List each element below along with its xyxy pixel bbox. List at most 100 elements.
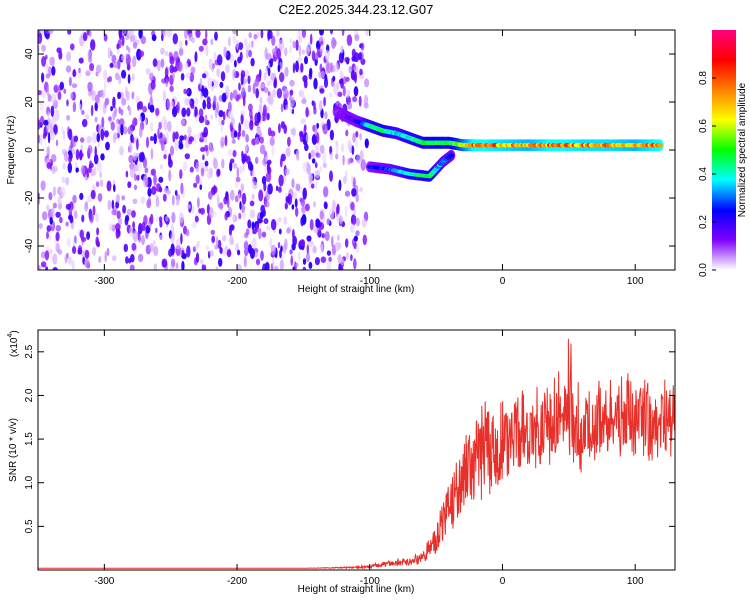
noise-blob [183,88,187,95]
noise-blob [39,115,45,126]
noise-blob [259,97,263,104]
noise-blob [178,47,184,56]
noise-blob [217,239,222,250]
noise-blob [100,89,103,96]
noise-blob [260,250,264,261]
noise-blob [304,203,310,212]
noise-blob [118,106,122,114]
noise-blob [311,158,316,164]
noise-blob [243,119,250,130]
noise-blob [132,198,138,205]
noise-blob [266,53,272,61]
noise-blob [222,250,226,256]
noise-blob [338,179,342,191]
noise-blob [46,231,49,240]
noise-blob [218,109,224,118]
noise-blob [48,234,52,241]
noise-blob [208,191,213,200]
noise-blob [198,208,202,214]
noise-blob [355,230,360,237]
noise-blob [170,232,175,244]
noise-blob [286,227,291,234]
noise-blob [302,258,307,265]
noise-blob [357,52,363,61]
noise-blob [250,57,255,67]
noise-blob [280,153,286,162]
noise-blob [240,183,244,192]
noise-blob [319,63,323,72]
noise-blob [359,68,363,76]
noise-blob [39,101,44,112]
noise-blob [127,73,131,84]
noise-blob [326,218,331,226]
noise-blob [47,111,50,119]
noise-blob [46,204,50,212]
noise-blob [344,205,348,218]
noise-blob [308,152,312,160]
x-tick-label: 0 [500,276,506,287]
noise-blob [55,139,59,147]
x-tick-label: 100 [627,576,644,587]
noise-blob [115,119,119,128]
noise-blob [340,257,345,266]
noise-blob [40,251,46,259]
noise-blob [228,36,231,47]
noise-blob [156,59,161,72]
noise-blob [125,53,129,59]
noise-blob [150,80,156,90]
noise-blob [314,169,321,179]
noise-blob [77,245,83,254]
noise-blob [206,96,211,104]
noise-blob [203,136,208,144]
noise-blob [94,145,97,158]
noise-blob [138,234,141,243]
noise-blob [157,128,160,140]
noise-blob [322,123,328,135]
noise-blob [331,199,337,211]
noise-blob [216,54,223,66]
noise-blob [174,140,179,151]
noise-blob [355,131,359,138]
noise-blob [95,181,100,188]
noise-blob [89,62,95,72]
noise-blob [358,95,362,107]
noise-blob [215,266,219,270]
noise-blob [279,249,282,259]
noise-blob [194,215,199,223]
noise-blob [175,196,180,206]
noise-blob [81,109,85,116]
noise-blob [263,87,269,94]
noise-blob [346,34,353,47]
noise-blob [188,136,195,142]
noise-blob [306,235,312,242]
noise-blob [128,154,134,164]
noise-blob [300,62,304,73]
snr-y-scale-label: (x10 [9,337,20,357]
noise-blob [120,69,127,79]
noise-blob [132,117,138,127]
noise-blob [120,108,124,116]
noise-blob [348,65,352,74]
noise-blob [221,158,225,169]
noise-blob [178,212,184,224]
noise-blob [236,39,239,50]
noise-blob [181,249,185,256]
noise-blob [291,204,295,210]
noise-blob [240,113,244,125]
noise-blob [275,185,279,192]
noise-blob [95,64,102,74]
noise-blob [237,42,244,51]
noise-blob [46,117,52,129]
noise-blob [232,212,236,222]
noise-blob [216,101,219,114]
noise-blob [254,156,259,165]
noise-blob [107,116,112,122]
noise-blob [276,220,279,227]
noise-blob [184,62,189,70]
noise-blob [92,205,96,216]
noise-blob [292,40,296,49]
noise-blob [352,177,356,189]
noise-blob [75,167,79,173]
noise-blob [185,39,188,46]
noise-blob [167,120,172,132]
